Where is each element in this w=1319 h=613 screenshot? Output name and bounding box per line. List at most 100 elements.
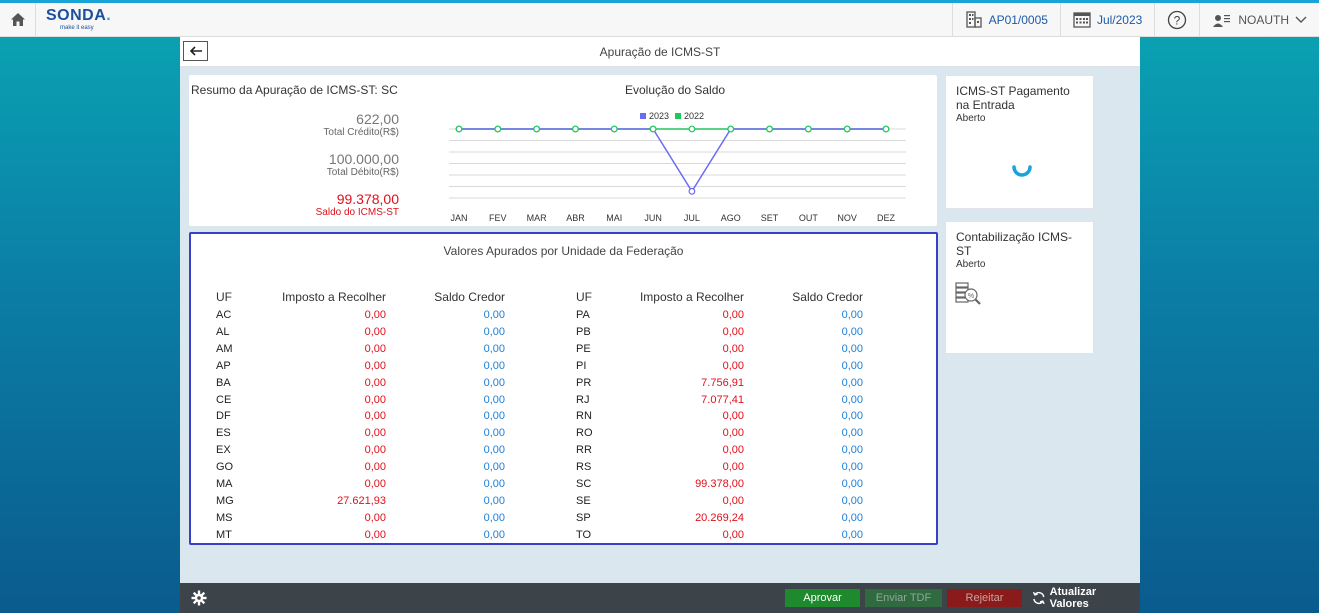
- user-name: NOAUTH: [1238, 12, 1289, 27]
- legend-item-2023[interactable]: 2023: [640, 111, 669, 121]
- uf-cell: GO: [216, 461, 234, 474]
- data-point-2022[interactable]: [572, 125, 579, 133]
- atualizar-valores-button[interactable]: Atualizar Valores: [1032, 586, 1136, 610]
- uf-cell: SP: [576, 511, 591, 524]
- loading-spinner-icon: [1012, 165, 1032, 177]
- imposto-cell: 99.378,00: [695, 478, 744, 490]
- data-point-2022[interactable]: [533, 125, 541, 133]
- user-menu[interactable]: NOAUTH: [1199, 2, 1319, 37]
- column-header-uf: UF: [576, 290, 592, 304]
- saldo-cell: 0,00: [483, 494, 505, 507]
- total-debito: 100.000,00 Total Débito(R$): [327, 151, 399, 178]
- home-button[interactable]: [0, 2, 36, 37]
- total-debito-label: Total Débito(R$): [326, 167, 399, 178]
- data-point-2022[interactable]: [649, 125, 657, 133]
- saldo-cell: 0,00: [483, 342, 505, 355]
- data-point-2022[interactable]: [688, 125, 696, 133]
- saldo-cell: 0,00: [483, 478, 505, 490]
- imposto-cell: 0,00: [722, 427, 744, 440]
- x-tick-label: NOV: [837, 213, 857, 223]
- imposto-cell: 0,00: [364, 325, 386, 338]
- uf-cell: MS: [216, 511, 233, 524]
- saldo-cell: 0,00: [483, 511, 505, 524]
- x-tick-label: OUT: [799, 213, 819, 223]
- building-icon: [965, 11, 982, 28]
- card-pagamento-entrada[interactable]: ICMS-ST Pagamento na Entrada Aberto: [945, 75, 1094, 209]
- data-point-2023[interactable]: [688, 187, 696, 195]
- page-header: Apuração de ICMS-ST: [180, 37, 1140, 67]
- atualizar-label: Atualizar Valores: [1049, 586, 1097, 610]
- uf-cell: MT: [216, 528, 232, 541]
- saldo-cell: 0,00: [841, 342, 863, 355]
- uf-cell: PB: [576, 325, 591, 338]
- calendar-icon: [1073, 12, 1091, 28]
- period-selector[interactable]: Jul/2023: [1059, 2, 1154, 37]
- data-point-2022[interactable]: [804, 125, 812, 133]
- data-point-2022[interactable]: [843, 125, 851, 133]
- top-bar: SONDA. make it easy AP01/0005 Ju: [0, 0, 1319, 37]
- card-contabilizacao-title: Contabilização ICMS-ST: [956, 230, 1073, 258]
- imposto-cell: 0,00: [364, 461, 386, 474]
- rejeitar-button[interactable]: Rejeitar: [947, 589, 1022, 607]
- legend-item-2022[interactable]: 2022: [675, 111, 704, 121]
- x-tick-label: JUN: [644, 213, 662, 223]
- enviar-tdf-button[interactable]: Enviar TDF: [865, 589, 942, 607]
- imposto-cell: 0,00: [364, 478, 386, 490]
- imposto-cell: 0,00: [722, 309, 744, 321]
- period-value: Jul/2023: [1096, 12, 1143, 27]
- uf-cell: BA: [216, 376, 231, 389]
- saldo-cell: 0,00: [483, 528, 505, 541]
- help-button[interactable]: ?: [1154, 2, 1199, 37]
- saldo-cell: 0,00: [841, 325, 863, 338]
- data-point-2022[interactable]: [610, 125, 618, 133]
- company-selector[interactable]: AP01/0005: [951, 2, 1060, 37]
- imposto-cell: 7.077,41: [701, 393, 744, 406]
- column-header-imposto: Imposto a Recolher: [281, 290, 386, 304]
- saldo-cell: 0,00: [483, 325, 505, 338]
- x-tick-label: SET: [761, 213, 779, 223]
- uf-cell: SE: [576, 494, 591, 507]
- total-debito-value: 100.000,00: [328, 151, 399, 167]
- chart-title: Evolução do Saldo: [625, 83, 726, 97]
- chart-legend: 2023 2022: [640, 111, 704, 121]
- saldo-cell: 0,00: [841, 393, 863, 406]
- user-icon: [1213, 14, 1231, 27]
- imposto-cell: 0,00: [722, 342, 744, 355]
- data-point-2022[interactable]: [882, 125, 890, 133]
- x-tick-label: JAN: [450, 213, 467, 223]
- saldo-cell: 0,00: [483, 376, 505, 389]
- uf-cell: AC: [216, 309, 232, 321]
- accounting-search-icon: %: [955, 282, 981, 305]
- data-point-2022[interactable]: [455, 125, 463, 133]
- saldo-cell: 0,00: [841, 376, 863, 389]
- imposto-cell: 0,00: [364, 359, 386, 372]
- total-credito-label: Total Crédito(R$): [323, 127, 399, 138]
- uf-cell: CE: [216, 393, 232, 406]
- saldo-cell: 0,00: [483, 427, 505, 440]
- card-pagamento-title: ICMS-ST Pagamento na Entrada: [956, 84, 1070, 112]
- card-contabilizacao-status: Aberto: [956, 259, 986, 270]
- uf-cell: RJ: [576, 393, 590, 406]
- refresh-icon: [1032, 591, 1045, 605]
- series-line-2023: [459, 128, 886, 193]
- x-tick-label: MAR: [527, 213, 548, 223]
- data-point-2022[interactable]: [494, 125, 502, 133]
- data-point-2022[interactable]: [727, 125, 735, 133]
- x-tick-label: DEZ: [877, 213, 896, 223]
- uf-cell: AP: [216, 359, 231, 372]
- data-point-2022[interactable]: [766, 125, 773, 133]
- footer-toolbar: Aprovar Enviar TDF Rejeitar Atualizar Va…: [180, 583, 1140, 613]
- back-button[interactable]: [183, 41, 208, 61]
- gear-icon[interactable]: [191, 590, 207, 606]
- uf-cell: PE: [576, 342, 591, 355]
- saldo-cell: 0,00: [483, 444, 505, 457]
- saldo-cell: 0,00: [483, 393, 505, 406]
- summary-panel: Resumo da Apuração de ICMS-ST: SC 622,00…: [189, 75, 937, 226]
- uf-cell: DF: [216, 410, 231, 423]
- saldo-cell: 0,00: [841, 427, 863, 440]
- uf-cell: SC: [576, 478, 592, 490]
- card-contabilizacao[interactable]: Contabilização ICMS-ST Aberto %: [945, 221, 1094, 354]
- uf-cell: PA: [576, 309, 590, 321]
- imposto-cell: 0,00: [722, 325, 744, 338]
- aprovar-button[interactable]: Aprovar: [785, 589, 860, 607]
